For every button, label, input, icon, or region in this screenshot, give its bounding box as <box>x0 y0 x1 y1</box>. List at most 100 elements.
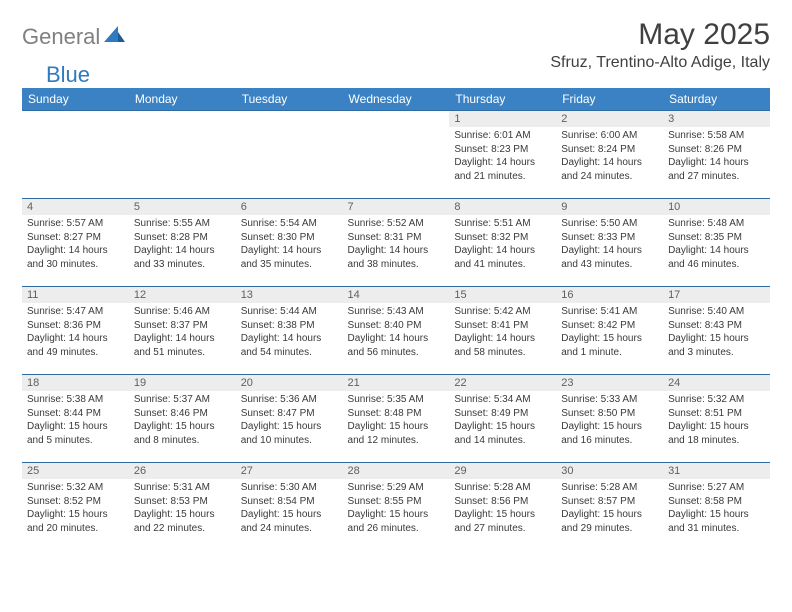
day-number: 20 <box>236 375 343 391</box>
day-number: 17 <box>663 287 770 303</box>
calendar-page: General May 2025 Sfruz, Trentino-Alto Ad… <box>0 0 792 561</box>
weekday-header: Thursday <box>449 88 556 111</box>
calendar-day-cell: 27Sunrise: 5:30 AMSunset: 8:54 PMDayligh… <box>236 463 343 551</box>
day-number <box>343 111 450 127</box>
calendar-day-cell: 24Sunrise: 5:32 AMSunset: 8:51 PMDayligh… <box>663 375 770 463</box>
day-number: 24 <box>663 375 770 391</box>
day-number: 23 <box>556 375 663 391</box>
weekday-header: Tuesday <box>236 88 343 111</box>
day-detail-text: Sunrise: 6:01 AMSunset: 8:23 PMDaylight:… <box>449 127 556 187</box>
day-detail-text: Sunrise: 5:47 AMSunset: 8:36 PMDaylight:… <box>22 303 129 363</box>
day-detail-text: Sunrise: 5:28 AMSunset: 8:57 PMDaylight:… <box>556 479 663 539</box>
calendar-empty-cell <box>236 111 343 199</box>
weekday-header: Monday <box>129 88 236 111</box>
logo-text-2: Blue <box>46 62 90 88</box>
logo-text-1: General <box>22 24 100 50</box>
day-number: 4 <box>22 199 129 215</box>
day-number <box>22 111 129 127</box>
calendar-day-cell: 30Sunrise: 5:28 AMSunset: 8:57 PMDayligh… <box>556 463 663 551</box>
calendar-day-cell: 10Sunrise: 5:48 AMSunset: 8:35 PMDayligh… <box>663 199 770 287</box>
day-number: 28 <box>343 463 450 479</box>
day-detail-text: Sunrise: 5:42 AMSunset: 8:41 PMDaylight:… <box>449 303 556 363</box>
day-number: 5 <box>129 199 236 215</box>
logo: General <box>22 18 126 50</box>
day-number: 13 <box>236 287 343 303</box>
day-number <box>129 111 236 127</box>
day-number: 6 <box>236 199 343 215</box>
day-number: 11 <box>22 287 129 303</box>
weekday-header: Saturday <box>663 88 770 111</box>
calendar-table: SundayMondayTuesdayWednesdayThursdayFrid… <box>22 88 770 551</box>
day-detail-text: Sunrise: 5:44 AMSunset: 8:38 PMDaylight:… <box>236 303 343 363</box>
calendar-day-cell: 4Sunrise: 5:57 AMSunset: 8:27 PMDaylight… <box>22 199 129 287</box>
day-detail-text: Sunrise: 5:48 AMSunset: 8:35 PMDaylight:… <box>663 215 770 275</box>
day-number: 16 <box>556 287 663 303</box>
day-number: 19 <box>129 375 236 391</box>
day-detail-text: Sunrise: 5:33 AMSunset: 8:50 PMDaylight:… <box>556 391 663 451</box>
calendar-day-cell: 22Sunrise: 5:34 AMSunset: 8:49 PMDayligh… <box>449 375 556 463</box>
day-detail-text: Sunrise: 5:28 AMSunset: 8:56 PMDaylight:… <box>449 479 556 539</box>
day-number: 1 <box>449 111 556 127</box>
weekday-header: Sunday <box>22 88 129 111</box>
calendar-day-cell: 19Sunrise: 5:37 AMSunset: 8:46 PMDayligh… <box>129 375 236 463</box>
calendar-day-cell: 2Sunrise: 6:00 AMSunset: 8:24 PMDaylight… <box>556 111 663 199</box>
day-number: 14 <box>343 287 450 303</box>
day-number: 31 <box>663 463 770 479</box>
calendar-day-cell: 13Sunrise: 5:44 AMSunset: 8:38 PMDayligh… <box>236 287 343 375</box>
calendar-day-cell: 9Sunrise: 5:50 AMSunset: 8:33 PMDaylight… <box>556 199 663 287</box>
day-number: 8 <box>449 199 556 215</box>
day-number: 12 <box>129 287 236 303</box>
day-number <box>236 111 343 127</box>
day-detail-text: Sunrise: 5:50 AMSunset: 8:33 PMDaylight:… <box>556 215 663 275</box>
day-detail-text: Sunrise: 5:40 AMSunset: 8:43 PMDaylight:… <box>663 303 770 363</box>
day-detail-text: Sunrise: 5:43 AMSunset: 8:40 PMDaylight:… <box>343 303 450 363</box>
day-detail-text: Sunrise: 5:32 AMSunset: 8:51 PMDaylight:… <box>663 391 770 451</box>
day-number: 10 <box>663 199 770 215</box>
calendar-day-cell: 31Sunrise: 5:27 AMSunset: 8:58 PMDayligh… <box>663 463 770 551</box>
calendar-empty-cell <box>129 111 236 199</box>
calendar-day-cell: 26Sunrise: 5:31 AMSunset: 8:53 PMDayligh… <box>129 463 236 551</box>
day-number: 15 <box>449 287 556 303</box>
day-number: 25 <box>22 463 129 479</box>
calendar-day-cell: 7Sunrise: 5:52 AMSunset: 8:31 PMDaylight… <box>343 199 450 287</box>
calendar-day-cell: 23Sunrise: 5:33 AMSunset: 8:50 PMDayligh… <box>556 375 663 463</box>
title-block: May 2025 Sfruz, Trentino-Alto Adige, Ita… <box>550 18 770 72</box>
calendar-day-cell: 17Sunrise: 5:40 AMSunset: 8:43 PMDayligh… <box>663 287 770 375</box>
day-number: 22 <box>449 375 556 391</box>
day-detail-text: Sunrise: 5:46 AMSunset: 8:37 PMDaylight:… <box>129 303 236 363</box>
day-detail-text: Sunrise: 5:29 AMSunset: 8:55 PMDaylight:… <box>343 479 450 539</box>
day-number: 3 <box>663 111 770 127</box>
calendar-day-cell: 12Sunrise: 5:46 AMSunset: 8:37 PMDayligh… <box>129 287 236 375</box>
calendar-week-row: 18Sunrise: 5:38 AMSunset: 8:44 PMDayligh… <box>22 375 770 463</box>
day-detail-text: Sunrise: 5:36 AMSunset: 8:47 PMDaylight:… <box>236 391 343 451</box>
day-number: 27 <box>236 463 343 479</box>
day-detail-text: Sunrise: 6:00 AMSunset: 8:24 PMDaylight:… <box>556 127 663 187</box>
calendar-week-row: 1Sunrise: 6:01 AMSunset: 8:23 PMDaylight… <box>22 111 770 199</box>
location-subtitle: Sfruz, Trentino-Alto Adige, Italy <box>550 54 770 72</box>
day-number: 2 <box>556 111 663 127</box>
calendar-day-cell: 5Sunrise: 5:55 AMSunset: 8:28 PMDaylight… <box>129 199 236 287</box>
day-detail-text: Sunrise: 5:54 AMSunset: 8:30 PMDaylight:… <box>236 215 343 275</box>
calendar-day-cell: 20Sunrise: 5:36 AMSunset: 8:47 PMDayligh… <box>236 375 343 463</box>
day-number: 21 <box>343 375 450 391</box>
day-detail-text: Sunrise: 5:55 AMSunset: 8:28 PMDaylight:… <box>129 215 236 275</box>
calendar-day-cell: 25Sunrise: 5:32 AMSunset: 8:52 PMDayligh… <box>22 463 129 551</box>
day-detail-text: Sunrise: 5:57 AMSunset: 8:27 PMDaylight:… <box>22 215 129 275</box>
day-detail-text: Sunrise: 5:35 AMSunset: 8:48 PMDaylight:… <box>343 391 450 451</box>
day-detail-text: Sunrise: 5:30 AMSunset: 8:54 PMDaylight:… <box>236 479 343 539</box>
calendar-day-cell: 8Sunrise: 5:51 AMSunset: 8:32 PMDaylight… <box>449 199 556 287</box>
weekday-header: Friday <box>556 88 663 111</box>
calendar-day-cell: 11Sunrise: 5:47 AMSunset: 8:36 PMDayligh… <box>22 287 129 375</box>
calendar-day-cell: 3Sunrise: 5:58 AMSunset: 8:26 PMDaylight… <box>663 111 770 199</box>
day-number: 29 <box>449 463 556 479</box>
day-detail-text: Sunrise: 5:58 AMSunset: 8:26 PMDaylight:… <box>663 127 770 187</box>
calendar-day-cell: 6Sunrise: 5:54 AMSunset: 8:30 PMDaylight… <box>236 199 343 287</box>
calendar-day-cell: 28Sunrise: 5:29 AMSunset: 8:55 PMDayligh… <box>343 463 450 551</box>
calendar-day-cell: 16Sunrise: 5:41 AMSunset: 8:42 PMDayligh… <box>556 287 663 375</box>
calendar-week-row: 11Sunrise: 5:47 AMSunset: 8:36 PMDayligh… <box>22 287 770 375</box>
day-detail-text: Sunrise: 5:31 AMSunset: 8:53 PMDaylight:… <box>129 479 236 539</box>
day-detail-text: Sunrise: 5:41 AMSunset: 8:42 PMDaylight:… <box>556 303 663 363</box>
day-detail-text: Sunrise: 5:51 AMSunset: 8:32 PMDaylight:… <box>449 215 556 275</box>
calendar-day-cell: 14Sunrise: 5:43 AMSunset: 8:40 PMDayligh… <box>343 287 450 375</box>
day-detail-text: Sunrise: 5:32 AMSunset: 8:52 PMDaylight:… <box>22 479 129 539</box>
